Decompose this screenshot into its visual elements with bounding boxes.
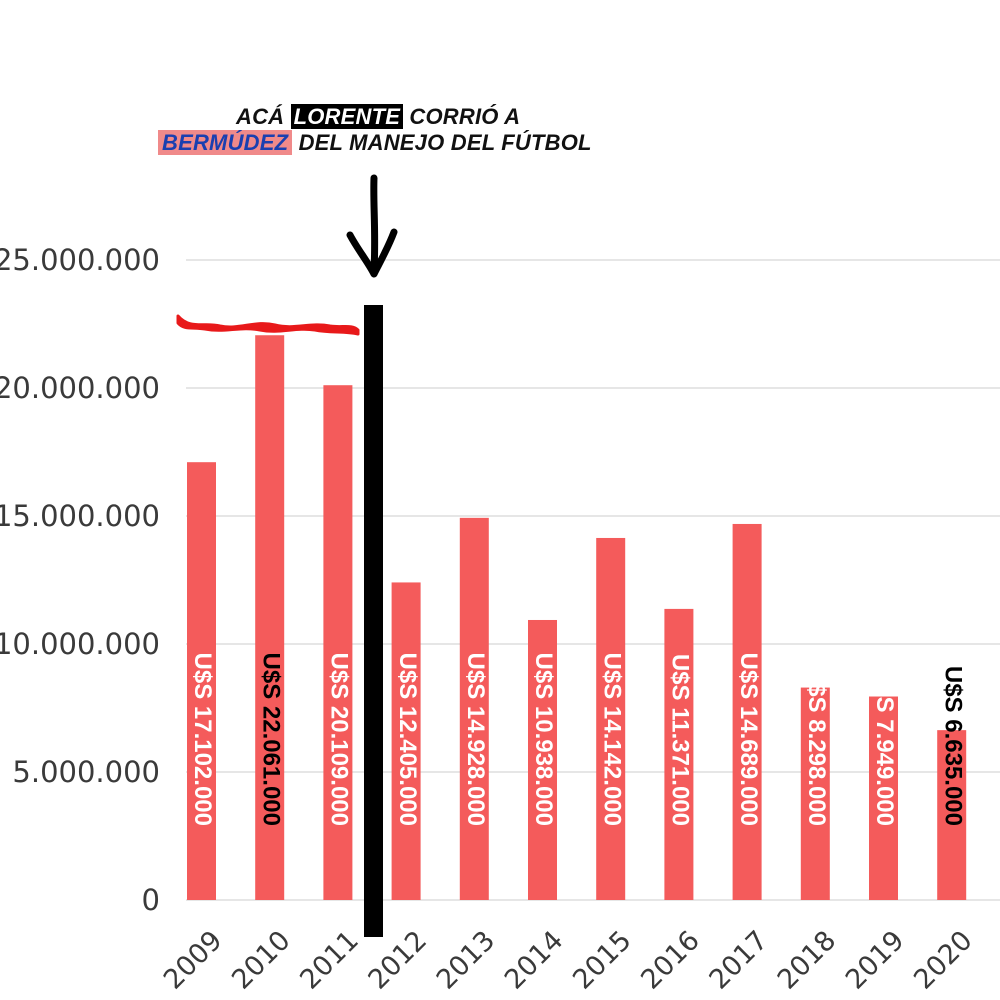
- bar-value-label: U$S 17.102.000: [189, 653, 216, 826]
- bar-2018: [800, 687, 830, 900]
- bar-value-label: U$S 20.109.000: [326, 653, 353, 826]
- x-tick-label: 2009: [158, 925, 229, 996]
- bar-2019: [869, 696, 898, 900]
- bar-value-label: U$S 14.928.000: [462, 653, 489, 826]
- annotation-word-corrio: CORRIÓ A: [409, 104, 521, 129]
- y-tick-label: 10.000.000: [0, 627, 160, 661]
- x-tick-label: 2020: [908, 925, 979, 996]
- bar-value-label: U$S 8.298.000: [803, 666, 830, 826]
- red-scribble-underline: [176, 314, 360, 336]
- annotation-line-2: BERMÚDEZ DEL MANEJO DEL FÚTBOL: [158, 130, 592, 156]
- bar-2020: [937, 730, 967, 900]
- bar-2010: [255, 335, 285, 900]
- x-tick-label: 2018: [772, 925, 843, 996]
- bar-2013: [459, 517, 489, 900]
- y-tick-label: 0: [142, 883, 160, 917]
- x-axis-tick-labels: 2009201020112012201320142015201620172018…: [158, 925, 979, 996]
- bar-value-label: U$S 7.949.000: [871, 666, 898, 826]
- y-tick-label: 15.000.000: [0, 499, 160, 533]
- annotation-rest: DEL MANEJO DEL FÚTBOL: [298, 130, 592, 155]
- bar-value-label: U$S 12.405.000: [394, 653, 421, 826]
- timeline-divider: [364, 305, 383, 937]
- annotation-name-lorente: LORENTE: [290, 104, 404, 129]
- annotation-word-aca: ACÁ: [236, 104, 285, 129]
- bars: U$S 17.102.000 U$S 22.061.000 U$S 20.109.0…: [187, 335, 966, 900]
- bar-value-label: U$S 10.938.000: [530, 653, 557, 826]
- bar-2012: [391, 582, 421, 900]
- x-tick-label: 2015: [567, 925, 638, 996]
- x-tick-label: 2014: [499, 925, 570, 996]
- bar-value-label: U$S 11.371.000: [667, 654, 694, 826]
- x-tick-label: 2011: [294, 925, 365, 996]
- bar-2009: [187, 462, 216, 900]
- annotation-line-1: ACÁ LORENTE CORRIÓ A: [236, 104, 520, 130]
- x-tick-label: 2010: [226, 925, 297, 996]
- bar-value-label: U$S 6.635.000: [939, 666, 966, 826]
- y-axis-tick-labels: 0 5.000.000 10.000.000 15.000.000 20.000.000…: [0, 243, 160, 917]
- x-tick-label: 2013: [431, 925, 502, 996]
- bar-2017: [732, 523, 762, 900]
- bar-2015: [596, 537, 626, 900]
- x-tick-label: 2017: [704, 925, 775, 996]
- y-tick-label: 20.000.000: [0, 371, 160, 405]
- bar-value-label: U$S 14.142.000: [598, 653, 625, 826]
- x-tick-label: 2016: [635, 925, 706, 996]
- bar-2016: [664, 608, 694, 900]
- y-tick-label: 5.000.000: [12, 755, 160, 789]
- bar-value-label: U$S 22.061.000: [257, 653, 284, 826]
- annotation-name-bermudez: BERMÚDEZ: [158, 130, 293, 155]
- bar-2011: [323, 385, 353, 900]
- bar-value-label: U$S 14.689.000: [735, 653, 762, 826]
- bar-2014: [528, 619, 557, 900]
- x-tick-label: 2019: [840, 925, 911, 996]
- y-tick-label: 25.000.000: [0, 243, 160, 277]
- arrow-down-icon: [346, 174, 398, 278]
- gridlines: [186, 259, 1000, 901]
